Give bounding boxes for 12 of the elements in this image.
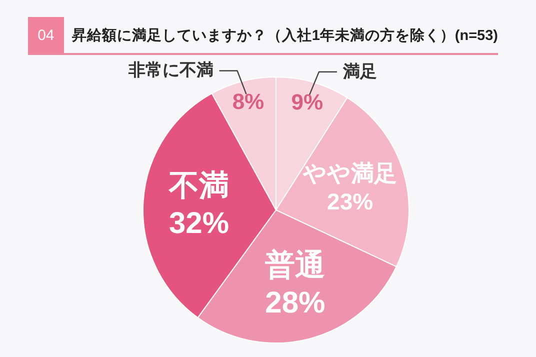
- data-label: 8%: [232, 88, 264, 114]
- data-label: 9%: [291, 90, 324, 115]
- slice-label: 普通: [265, 248, 326, 282]
- slice-label: やや満足: [302, 160, 398, 186]
- slice-label: 不満: [168, 170, 230, 203]
- data-label: 28%: [265, 286, 326, 320]
- chart-title: 昇給額に満足していますか？（入社1年未満の方を除く）(n=53): [72, 26, 498, 44]
- data-label: 32%: [168, 206, 230, 240]
- text: 04: [28, 17, 64, 53]
- slice-label: 非常に不満: [127, 60, 214, 80]
- data-label: 23%: [327, 188, 374, 215]
- slice-label: 満足: [342, 62, 377, 81]
